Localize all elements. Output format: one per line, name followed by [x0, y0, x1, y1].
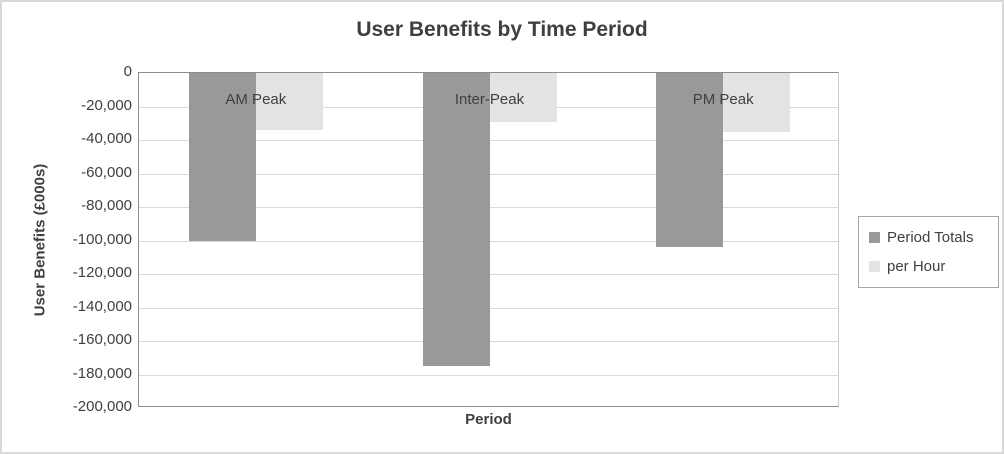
bar-per-hour-am-peak: [255, 73, 323, 130]
legend-swatch-icon: [869, 232, 880, 243]
category-label-am-peak: AM Peak: [225, 91, 287, 108]
category-label-pm-peak: PM Peak: [692, 91, 754, 108]
gridline: [139, 374, 838, 376]
legend-swatch-icon: [869, 261, 880, 272]
legend-label: per Hour: [887, 258, 946, 275]
plot-area: AM Peak Inter-Peak PM Peak: [138, 72, 839, 407]
y-tick-label: -160,000: [72, 331, 132, 348]
category-label-inter-peak: Inter-Peak: [454, 91, 525, 108]
legend-item-period-totals: Period Totals: [869, 229, 998, 246]
legend-item-per-hour: per Hour: [869, 258, 998, 275]
bar-period-totals-inter-peak: [422, 73, 490, 367]
legend-label: Period Totals: [887, 229, 974, 246]
y-tick-label: -200,000: [72, 398, 132, 415]
bar-period-totals-pm-peak: [656, 73, 724, 248]
y-tick-label: -20,000: [81, 96, 132, 114]
y-tick-label: -120,000: [72, 264, 132, 281]
bar-per-hour-inter-peak: [489, 73, 557, 122]
y-tick-label: -100,000: [72, 230, 132, 248]
y-tick-label: -80,000: [81, 197, 132, 214]
y-tick-label: 0: [123, 63, 132, 80]
chart-title: User Benefits by Time Period: [356, 18, 648, 41]
y-tick-label: -40,000: [81, 130, 132, 147]
bar-period-totals-am-peak: [188, 73, 256, 241]
y-tick-label: -180,000: [72, 364, 132, 382]
y-tick-label: -60,000: [81, 163, 132, 181]
y-tick-label: -140,000: [72, 297, 132, 315]
x-axis-title: Period: [465, 411, 512, 428]
legend: Period Totals per Hour: [858, 216, 999, 288]
bar-per-hour-pm-peak: [723, 73, 791, 132]
